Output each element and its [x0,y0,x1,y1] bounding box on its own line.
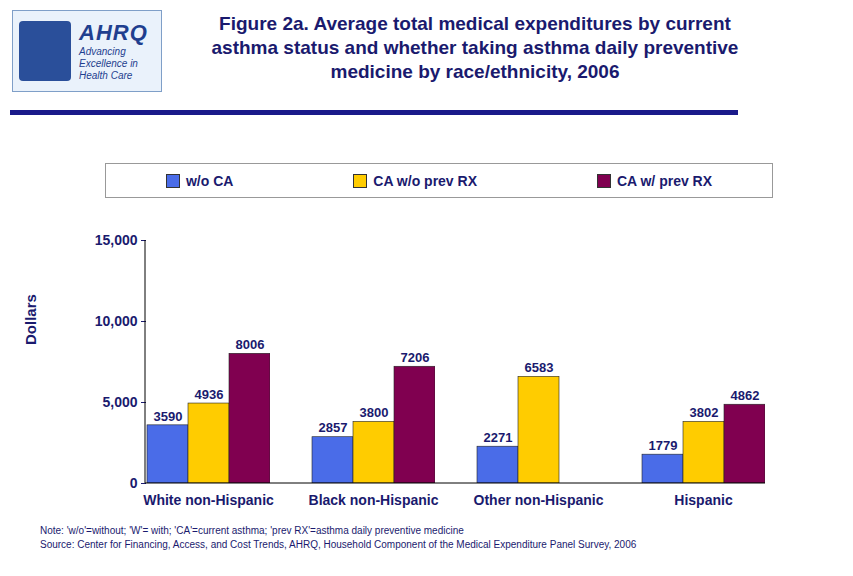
svg-text:7206: 7206 [401,350,430,365]
svg-text:4936: 4936 [195,387,224,402]
svg-text:10,000: 10,000 [95,313,138,329]
svg-text:6583: 6583 [525,360,554,375]
html-text:AHRQ: AHRQ [79,20,148,45]
svg-text:3590: 3590 [154,409,183,424]
svg-text:3800: 3800 [360,405,389,420]
html-text:Advancing Excellence in Health: Advancing Excellence in Health Care [79,46,138,81]
svg-text:8006: 8006 [236,337,265,352]
svg-text:1779: 1779 [649,438,678,453]
svg-text:2271: 2271 [484,430,513,445]
svg-text:Other non-Hispanic: Other non-Hispanic [474,492,604,508]
html-text:CA w/o prev RX: CA w/o prev RX [373,172,477,189]
svg-text:Hispanic: Hispanic [674,492,733,508]
svg-text:White non-Hispanic: White non-Hispanic [143,492,274,508]
svg-text:2857: 2857 [319,420,348,435]
html-text:Dollars: Dollars [22,294,39,345]
html-text:Figure 2a. Average total medic: Figure 2a. Average total medical expendi… [211,13,739,82]
svg-text:5,000: 5,000 [102,394,137,410]
svg-text:3802: 3802 [690,405,719,420]
svg-text:15,000: 15,000 [95,232,138,248]
html-text:w/o CA: w/o CA [185,172,234,189]
svg-text:4862: 4862 [731,388,760,403]
html-text:Note: 'w/o'=without; 'W'= with: Note: 'w/o'=without; 'W'= with; 'CA'=cur… [40,525,464,536]
svg-text:Black non-Hispanic: Black non-Hispanic [309,492,439,508]
svg-text:0: 0 [130,475,138,491]
html-text:CA w/ prev RX: CA w/ prev RX [616,172,712,189]
html-text:Source: Center for Financing,: Source: Center for Financing, Access, an… [40,539,637,550]
